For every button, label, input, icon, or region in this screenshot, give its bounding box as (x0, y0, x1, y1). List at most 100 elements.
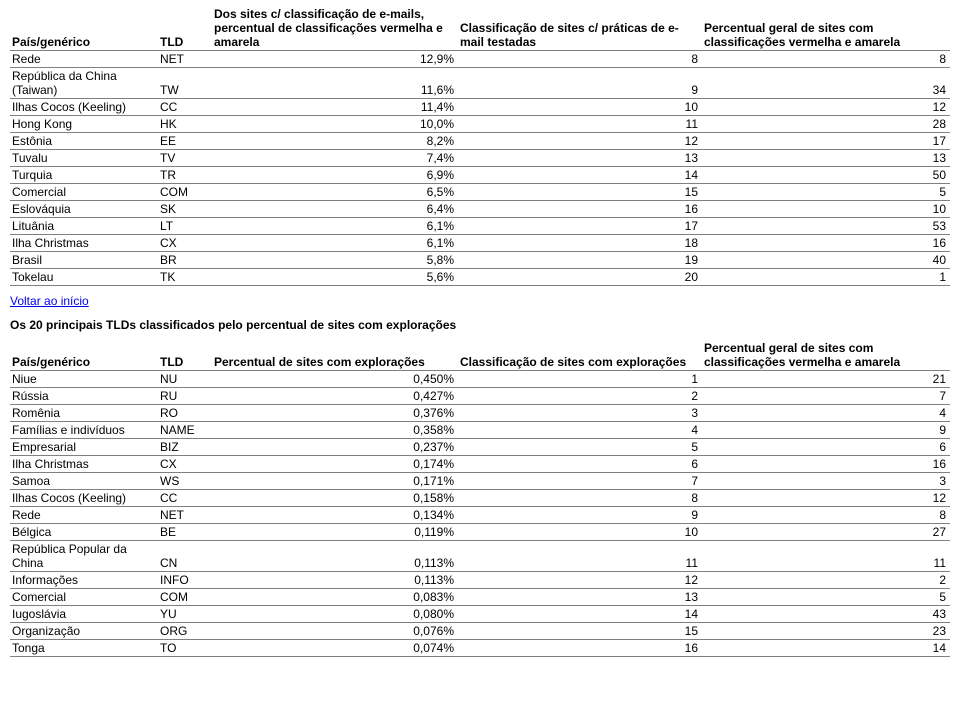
table-row: TokelauTK5,6%201 (10, 269, 950, 286)
table-row: República da China (Taiwan)TW11,6%934 (10, 68, 950, 99)
cell-rank: 19 (458, 252, 702, 269)
table-header-row: País/genérico TLD Dos sites c/ classific… (10, 6, 950, 51)
cell-rank: 3 (458, 405, 702, 422)
cell-country: Hong Kong (10, 116, 158, 133)
cell-tld: NET (158, 507, 212, 524)
cell-tld: BE (158, 524, 212, 541)
cell-percent: 5,6% (212, 269, 458, 286)
cell-tld: YU (158, 606, 212, 623)
table-row: EstôniaEE8,2%1217 (10, 133, 950, 150)
cell-country: Lituânia (10, 218, 158, 235)
cell-rank: 15 (458, 623, 702, 640)
cell-tld: NU (158, 371, 212, 388)
cell-rank: 11 (458, 116, 702, 133)
cell-country: Famílias e indivíduos (10, 422, 158, 439)
table-row: NiueNU0,450%121 (10, 371, 950, 388)
cell-country: Comercial (10, 589, 158, 606)
table-row: OrganizaçãoORG0,076%1523 (10, 623, 950, 640)
cell-tld: TO (158, 640, 212, 657)
cell-general: 10 (702, 201, 950, 218)
cell-country: Iugoslávia (10, 606, 158, 623)
cell-percent: 10,0% (212, 116, 458, 133)
cell-percent: 0,074% (212, 640, 458, 657)
cell-rank: 10 (458, 99, 702, 116)
cell-general: 16 (702, 456, 950, 473)
cell-general: 12 (702, 99, 950, 116)
cell-rank: 13 (458, 150, 702, 167)
col-country: País/genérico (10, 6, 158, 51)
table-header-row: País/genérico TLD Percentual de sites co… (10, 340, 950, 371)
cell-country: Turquia (10, 167, 158, 184)
cell-tld: INFO (158, 572, 212, 589)
col-rank-email: Classificação de sites c/ práticas de e-… (458, 6, 702, 51)
cell-percent: 0,171% (212, 473, 458, 490)
cell-country: Romênia (10, 405, 158, 422)
table-row: TuvaluTV7,4%1313 (10, 150, 950, 167)
table-row: ComercialCOM0,083%135 (10, 589, 950, 606)
cell-percent: 0,076% (212, 623, 458, 640)
cell-general: 17 (702, 133, 950, 150)
cell-rank: 9 (458, 68, 702, 99)
cell-general: 50 (702, 167, 950, 184)
cell-rank: 15 (458, 184, 702, 201)
table-row: EmpresarialBIZ0,237%56 (10, 439, 950, 456)
cell-general: 34 (702, 68, 950, 99)
cell-rank: 14 (458, 606, 702, 623)
cell-general: 1 (702, 269, 950, 286)
cell-tld: LT (158, 218, 212, 235)
cell-general: 12 (702, 490, 950, 507)
cell-country: Samoa (10, 473, 158, 490)
cell-tld: EE (158, 133, 212, 150)
table-row: Ilha ChristmasCX0,174%616 (10, 456, 950, 473)
table-row: IugosláviaYU0,080%1443 (10, 606, 950, 623)
cell-tld: COM (158, 184, 212, 201)
exploits-table: País/genérico TLD Percentual de sites co… (10, 340, 950, 657)
cell-country: Brasil (10, 252, 158, 269)
cell-rank: 7 (458, 473, 702, 490)
cell-tld: TW (158, 68, 212, 99)
table-row: Ilha ChristmasCX6,1%1816 (10, 235, 950, 252)
cell-general: 40 (702, 252, 950, 269)
cell-rank: 18 (458, 235, 702, 252)
cell-general: 5 (702, 589, 950, 606)
col-rank-exploits: Classificação de sites com explorações (458, 340, 702, 371)
cell-country: Eslováquia (10, 201, 158, 218)
cell-tld: CN (158, 541, 212, 572)
table-row: LituâniaLT6,1%1753 (10, 218, 950, 235)
cell-percent: 6,1% (212, 235, 458, 252)
cell-country: Rede (10, 507, 158, 524)
table-row: InformaçõesINFO0,113%122 (10, 572, 950, 589)
cell-country: Ilhas Cocos (Keeling) (10, 490, 158, 507)
cell-rank: 1 (458, 371, 702, 388)
cell-percent: 0,376% (212, 405, 458, 422)
cell-country: Tuvalu (10, 150, 158, 167)
cell-general: 13 (702, 150, 950, 167)
cell-tld: NET (158, 51, 212, 68)
cell-percent: 0,174% (212, 456, 458, 473)
cell-tld: CX (158, 235, 212, 252)
cell-general: 3 (702, 473, 950, 490)
section-subtitle: Os 20 principais TLDs classificados pelo… (10, 318, 949, 332)
cell-percent: 0,113% (212, 572, 458, 589)
cell-rank: 8 (458, 51, 702, 68)
cell-general: 53 (702, 218, 950, 235)
table-row: RedeNET12,9%88 (10, 51, 950, 68)
cell-rank: 8 (458, 490, 702, 507)
cell-country: República da China (Taiwan) (10, 68, 158, 99)
cell-country: Niue (10, 371, 158, 388)
cell-general: 28 (702, 116, 950, 133)
back-to-top-link[interactable]: Voltar ao início (10, 294, 89, 308)
cell-country: Informações (10, 572, 158, 589)
cell-country: Ilha Christmas (10, 235, 158, 252)
col-tld: TLD (158, 340, 212, 371)
cell-tld: CC (158, 490, 212, 507)
cell-rank: 10 (458, 524, 702, 541)
cell-country: Tonga (10, 640, 158, 657)
cell-rank: 17 (458, 218, 702, 235)
cell-country: Organização (10, 623, 158, 640)
cell-tld: TR (158, 167, 212, 184)
table-row: EslováquiaSK6,4%1610 (10, 201, 950, 218)
cell-general: 4 (702, 405, 950, 422)
cell-percent: 0,080% (212, 606, 458, 623)
cell-rank: 6 (458, 456, 702, 473)
